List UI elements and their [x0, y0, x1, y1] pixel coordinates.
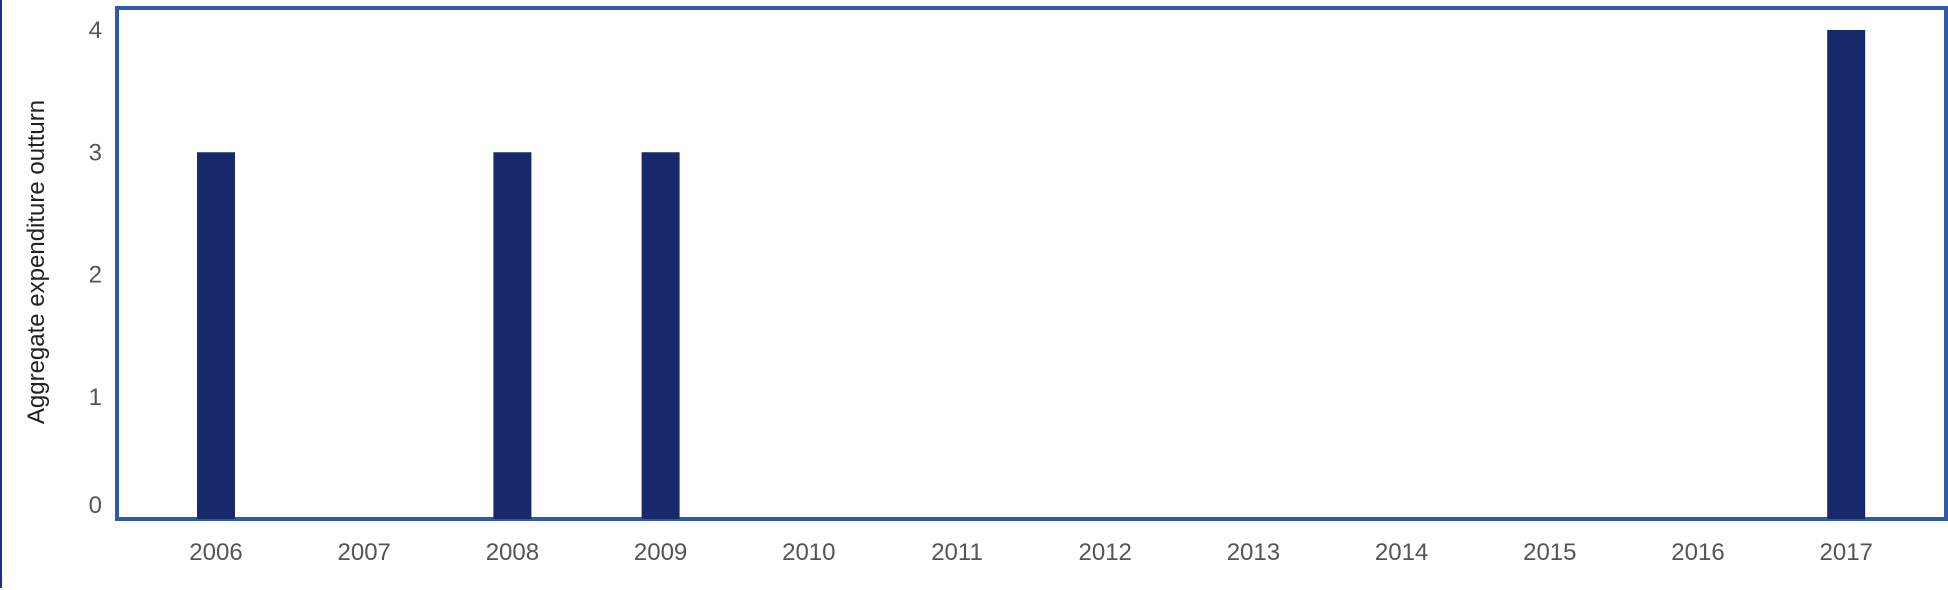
y-axis-ticks: 0 1 2 3 4 — [89, 17, 102, 519]
y-tick-label-0: 0 — [89, 492, 102, 519]
x-tick-label-2014: 2014 — [1375, 539, 1428, 566]
bar-2009 — [641, 152, 680, 519]
bar-2006 — [197, 152, 235, 519]
y-tick-label-3: 3 — [89, 139, 102, 166]
y-axis-title: Aggregate expenditure outturn — [23, 100, 50, 424]
y-tick-label-2: 2 — [89, 262, 102, 289]
x-tick-label-2012: 2012 — [1079, 539, 1132, 566]
y-tick-label-1: 1 — [89, 384, 102, 411]
x-tick-label-2017: 2017 — [1820, 539, 1873, 566]
x-tick-label-2006: 2006 — [189, 539, 242, 566]
plot-area-frame — [115, 6, 1948, 521]
y-tick-label-4: 4 — [89, 17, 102, 44]
bar-2008 — [493, 152, 532, 519]
x-tick-label-2009: 2009 — [634, 539, 687, 566]
x-tick-label-2011: 2011 — [931, 539, 983, 566]
x-tick-label-2010: 2010 — [782, 539, 835, 566]
x-tick-label-2015: 2015 — [1523, 539, 1576, 566]
x-tick-label-2013: 2013 — [1227, 539, 1280, 566]
x-tick-label-2007: 2007 — [338, 539, 391, 566]
x-tick-label-2016: 2016 — [1671, 539, 1724, 566]
bar-2017 — [1827, 30, 1866, 519]
bars-group — [197, 30, 1866, 519]
x-axis-ticks: 2006 2007 2008 2009 2010 2011 2012 2013 2014 2015… — [189, 539, 1873, 566]
x-tick-label-2008: 2008 — [486, 539, 539, 566]
